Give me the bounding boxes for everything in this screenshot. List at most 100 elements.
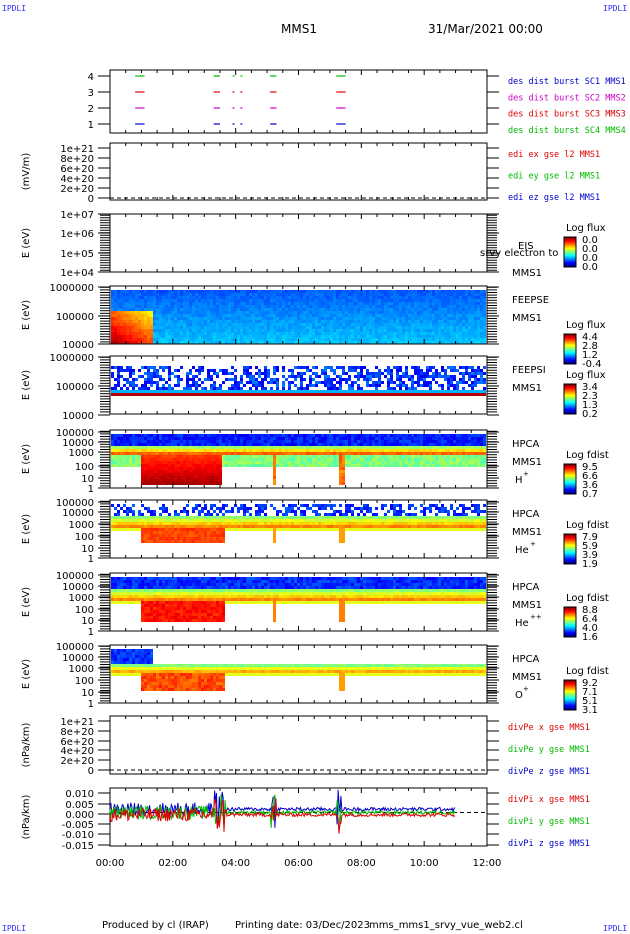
ytick-label-divpi-2: 0.000 bbox=[65, 810, 94, 821]
hpca_he-spacecraft: MMS1 bbox=[512, 527, 542, 538]
ytick-label-hpca_he-1: 10000 bbox=[62, 508, 94, 519]
spectrogram-hpca_o bbox=[111, 649, 486, 691]
ylabel-divpe: (nPa/km) bbox=[21, 723, 32, 768]
ytick-label-burst-0: 4 bbox=[88, 72, 94, 83]
xtick-label-6: 12:00 bbox=[473, 858, 502, 869]
edi-legend-1: edi ey gse l2 MMS1 bbox=[508, 172, 600, 182]
eis-overlap-label: srvy electron to bbox=[480, 248, 558, 259]
feepse-instrument: FEEPSE bbox=[512, 295, 549, 306]
ytick-label-feepse-1: 100000 bbox=[56, 312, 94, 323]
feepse-spacecraft: MMS1 bbox=[512, 313, 542, 324]
xtick-label-5: 10:00 bbox=[410, 858, 439, 869]
hpca_hepp-species: He bbox=[515, 618, 529, 629]
burst-legend-1: des dist burst SC2 MMS2 bbox=[508, 93, 626, 103]
ytick-label-divpe-1: 8e+20 bbox=[60, 727, 94, 738]
ytick-label-hpca_hepp-3: 100 bbox=[75, 605, 94, 616]
hpca-h-colorbar-tick-2: 3.6 bbox=[582, 480, 598, 491]
ytick-label-feepse-0: 1000000 bbox=[49, 283, 94, 294]
ytick-label-divpi-4: -0.010 bbox=[62, 830, 94, 841]
ytick-label-hpca_h-3: 100 bbox=[75, 462, 94, 473]
hpca_h-spacecraft: MMS1 bbox=[512, 457, 542, 468]
xtick-label-2: 04:00 bbox=[221, 858, 250, 869]
edi-legend-0: edi ex gse l2 MMS1 bbox=[508, 150, 600, 160]
spectrogram-hpca_h bbox=[111, 434, 486, 485]
hpca-hepp-colorbar-tick-3: 1.6 bbox=[582, 632, 598, 643]
hpca-o-colorbar bbox=[563, 679, 577, 711]
hpca_o-spacecraft: MMS1 bbox=[512, 672, 542, 683]
feepsi-colorbar-tick-3: 0.2 bbox=[582, 409, 598, 420]
corner-tag-bottom-right: IPDLI bbox=[603, 924, 628, 933]
eis-colorbar-tick-2: 0.0 bbox=[582, 253, 598, 264]
hpca_hepp-spacecraft: MMS1 bbox=[512, 600, 542, 611]
footer-script: mms_mms1_srvy_vue_web2.cl bbox=[369, 920, 523, 931]
ylabel-feepse: E (eV) bbox=[21, 300, 32, 330]
feepsi-colorbar-tick-1: 2.3 bbox=[582, 391, 598, 402]
hpca-h-colorbar bbox=[563, 463, 577, 495]
hpca-o-colorbar-tick-3: 3.1 bbox=[582, 705, 598, 716]
ytick-label-hpca_hepp-1: 10000 bbox=[62, 582, 94, 593]
ytick-label-edi-5: 0 bbox=[88, 194, 94, 205]
hpca-hepp-colorbar-title: Log fdist bbox=[566, 593, 609, 604]
ytick-label-hpca_o-4: 10 bbox=[81, 688, 94, 699]
xtick-label-0: 00:00 bbox=[96, 858, 125, 869]
hpca-he-colorbar-title: Log fdist bbox=[566, 520, 609, 531]
ylabel-edi: (mV/m) bbox=[21, 153, 32, 191]
ytick-label-divpe-0: 1e+21 bbox=[60, 717, 94, 728]
hpca-hepp-colorbar-tick-1: 6.4 bbox=[582, 614, 598, 625]
ylabel-hpca_h: E (eV) bbox=[21, 444, 32, 474]
panel-eis-frame bbox=[109, 213, 488, 273]
ytick-label-hpca_o-3: 100 bbox=[75, 676, 94, 687]
ylabel-hpca_he: E (eV) bbox=[21, 514, 32, 544]
ytick-label-eis-3: 1e+04 bbox=[60, 268, 94, 279]
ytick-label-eis-1: 1e+06 bbox=[60, 229, 94, 240]
edi-legend-2: edi ez gse l2 MMS1 bbox=[508, 193, 600, 203]
ytick-label-divpi-1: 0.005 bbox=[65, 800, 94, 811]
feepsi-colorbar bbox=[563, 383, 577, 415]
divpe-legend-0: divPe x gse MMS1 bbox=[508, 723, 590, 733]
ytick-label-hpca_hepp-5: 1 bbox=[88, 627, 94, 638]
panel-divpe-frame bbox=[109, 715, 488, 775]
divpi-series-x bbox=[109, 798, 456, 834]
spacecraft-title: MMS1 bbox=[281, 22, 317, 36]
hpca-h-colorbar-tick-0: 9.5 bbox=[582, 462, 598, 473]
divpi-series-z bbox=[109, 789, 456, 829]
ylabel-hpca_hepp: E (eV) bbox=[21, 587, 32, 617]
ytick-label-feepse-2: 10000 bbox=[62, 340, 94, 351]
hpca-o-colorbar-title: Log fdist bbox=[566, 666, 609, 677]
ytick-label-hpca_he-5: 1 bbox=[88, 554, 94, 565]
ytick-label-divpe-5: 0 bbox=[88, 766, 94, 777]
hpca_h-species-charge: + bbox=[523, 470, 529, 478]
ytick-label-hpca_he-3: 100 bbox=[75, 532, 94, 543]
ytick-label-divpi-0: 0.010 bbox=[65, 789, 94, 800]
hpca_h-instrument: HPCA bbox=[512, 439, 540, 450]
ytick-label-hpca_hepp-0: 100000 bbox=[56, 571, 94, 582]
feepse-colorbar-tick-3: -0.4 bbox=[582, 359, 602, 370]
spectrogram-hpca_hepp bbox=[111, 577, 486, 622]
hpca_o-instrument: HPCA bbox=[512, 654, 540, 665]
divpe-legend-1: divPe y gse MMS1 bbox=[508, 745, 590, 755]
corner-tag-top-right: IPDLI bbox=[603, 4, 628, 13]
ytick-label-hpca_o-5: 1 bbox=[88, 699, 94, 710]
ytick-label-divpi-5: -0.015 bbox=[62, 841, 94, 852]
eis-instrument: EIS bbox=[518, 241, 534, 252]
ylabel-divpi: (nPa/km) bbox=[21, 795, 32, 840]
corner-tag-top-left: IPDLI bbox=[2, 4, 27, 13]
hpca-he-colorbar-tick-3: 1.9 bbox=[582, 559, 598, 570]
ytick-label-edi-4: 2e+20 bbox=[60, 184, 94, 195]
hpca-he-colorbar-tick-1: 5.9 bbox=[582, 541, 598, 552]
feepsi-colorbar-tick-0: 3.4 bbox=[582, 382, 598, 393]
ytick-label-hpca_hepp-4: 10 bbox=[81, 616, 94, 627]
ytick-label-hpca_o-0: 100000 bbox=[56, 642, 94, 653]
ytick-label-edi-3: 4e+20 bbox=[60, 174, 94, 185]
footer-printing-date: Printing date: 03/Dec/2023 bbox=[235, 920, 371, 931]
xtick-label-3: 06:00 bbox=[284, 858, 313, 869]
feepsi-colorbar-tick-2: 1.3 bbox=[582, 400, 598, 411]
burst-legend-3: des dist burst SC4 MMS4 bbox=[508, 126, 626, 136]
ytick-label-divpe-4: 2e+20 bbox=[60, 756, 94, 767]
panel-edi-frame bbox=[109, 142, 488, 201]
ytick-label-edi-2: 6e+20 bbox=[60, 164, 94, 175]
hpca-hepp-colorbar bbox=[563, 606, 577, 638]
ytick-label-burst-1: 3 bbox=[88, 88, 94, 99]
hpca_he-instrument: HPCA bbox=[512, 509, 540, 520]
